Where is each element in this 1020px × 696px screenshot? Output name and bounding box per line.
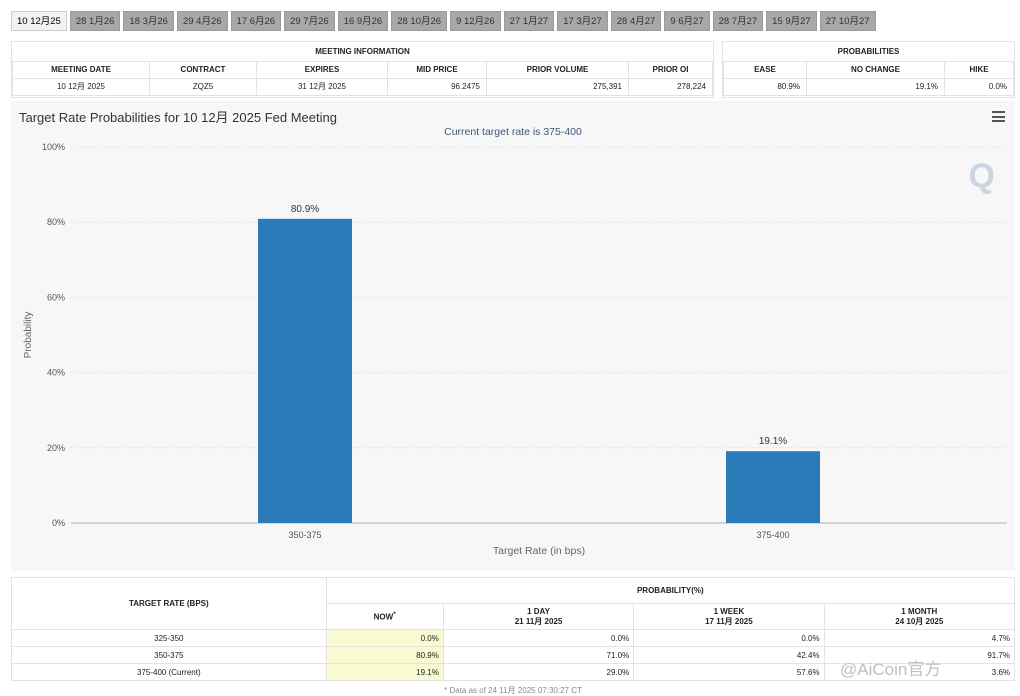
- meeting-tabs: 10 12月25 28 1月26 18 3月26 29 4月26 17 6月26 29 7…: [11, 11, 876, 31]
- y-tick-label: 80%: [47, 217, 65, 227]
- meeting-tab[interactable]: 28 4月27: [610, 11, 662, 31]
- probability-cell: 0.0%: [442, 629, 635, 647]
- probability-cell: 57.6%: [633, 663, 825, 681]
- meeting-tab[interactable]: 18 3月26: [123, 11, 174, 31]
- expires-value: 31 12月 2025: [256, 77, 388, 96]
- col-date: 24 10月 2025: [895, 616, 944, 626]
- chart-subtitle: Current target rate is 375-400: [444, 126, 582, 138]
- target-rate-cell: 350-375: [11, 646, 327, 664]
- chart-container: Target Rate Probabilities for 10 12月 202…: [11, 101, 1015, 571]
- chart-title: Target Rate Probabilities for 10 12月 202…: [19, 110, 337, 125]
- meeting-information-panel: MEETING INFORMATION MEETING DATE CONTRAC…: [11, 41, 714, 98]
- y-tick-label: 60%: [47, 292, 65, 302]
- meeting-tab[interactable]: 29 4月26: [176, 11, 228, 31]
- meeting-tab[interactable]: 29 7月26: [284, 11, 335, 31]
- meeting-tab[interactable]: 17 6月26: [230, 11, 282, 31]
- meeting-tab[interactable]: 9 6月27: [664, 11, 710, 31]
- header-ease: EASE: [723, 60, 807, 79]
- meeting-tab[interactable]: 28 1月26: [69, 11, 121, 31]
- bar-data-label: 19.1%: [759, 436, 787, 447]
- hike-value: 0.0%: [944, 77, 1014, 96]
- meeting-date-value: 10 12月 2025: [12, 77, 150, 96]
- bar-chart: 0% 20% 40% 60% 80% 100% Probability Target Rate…: [23, 142, 1007, 557]
- header-hike: HIKE: [944, 60, 1014, 79]
- probability-col-header: 1 WEEK 17 11月 2025: [633, 603, 825, 630]
- probability-cell: 71.0%: [442, 646, 635, 664]
- col-label: 1 WEEK: [713, 606, 745, 616]
- meeting-tab[interactable]: 9 12月26: [450, 11, 501, 31]
- y-tick-label: 40%: [47, 368, 65, 378]
- header-prior-oi: PRIOR OI: [628, 60, 713, 79]
- probability-col-header: NOW*: [325, 603, 444, 630]
- col-footnote-marker: *: [393, 611, 396, 619]
- meeting-tab[interactable]: 28 10月26: [391, 11, 448, 31]
- table-row: 325-350 0.0% 0.0% 0.0% 4.7%: [11, 629, 1016, 647]
- y-tick-label: 20%: [47, 443, 65, 453]
- prior-volume-value: 275,391: [486, 77, 629, 96]
- meeting-tab[interactable]: 10 12月25: [11, 11, 67, 31]
- meeting-tab[interactable]: 27 10月27: [819, 11, 876, 31]
- probability-cell: 19.1%: [325, 663, 444, 681]
- chart-menu-icon[interactable]: [992, 111, 1005, 122]
- meeting-tab[interactable]: 15 9月27: [766, 11, 817, 31]
- header-prior-volume: PRIOR VOLUME: [486, 60, 629, 79]
- target-rate-cell: 325-350: [11, 629, 327, 647]
- header-mid-price: MID PRICE: [387, 60, 487, 79]
- probability-table-panel: TARGET RATE (BPS) PROBABILITY(%) NOW* 1 D…: [11, 577, 1016, 695]
- meeting-tab[interactable]: 16 9月26: [337, 11, 389, 31]
- ease-value: 80.9%: [723, 77, 807, 96]
- prior-oi-value: 278,224: [628, 77, 713, 96]
- probability-group-header: PROBABILITY(%): [325, 577, 1016, 604]
- probabilities-panel: PROBABILITIES EASE NO CHANGE HIKE 80.9% …: [722, 41, 1015, 98]
- probabilities-table: PROBABILITIES EASE NO CHANGE HIKE 80.9% …: [723, 42, 1014, 96]
- col-date: 17 11月 2025: [705, 616, 753, 626]
- x-axis-label: Target Rate (in bps): [493, 545, 585, 557]
- bar-350-375: [258, 218, 352, 523]
- probability-cell: 0.0%: [633, 629, 825, 647]
- meeting-tab[interactable]: 17 3月27: [557, 11, 608, 31]
- meeting-tab[interactable]: 28 7月27: [712, 11, 764, 31]
- col-label: NOW: [373, 612, 394, 622]
- target-rate-header: TARGET RATE (BPS): [11, 577, 327, 630]
- meeting-information-title: MEETING INFORMATION: [315, 46, 410, 56]
- y-tick-label: 100%: [42, 142, 65, 152]
- bar-375-400: [726, 451, 820, 523]
- contract-value: ZQZ5: [149, 77, 257, 96]
- probability-cell: 29.0%: [442, 663, 635, 681]
- col-label: 1 DAY: [527, 606, 550, 616]
- x-tick-label: 375-400: [756, 530, 789, 540]
- table-row: 375-400 (Current) 19.1% 29.0% 57.6% 3.6%: [11, 663, 1016, 681]
- probability-col-header: 1 MONTH 24 10月 2025: [823, 603, 1016, 630]
- probability-cell: 4.7%: [823, 629, 1016, 647]
- probability-cell: 80.9%: [325, 646, 444, 664]
- probability-cell: 0.0%: [325, 629, 444, 647]
- probability-cell: 3.6%: [823, 663, 1016, 681]
- bar-data-label: 80.9%: [291, 204, 319, 215]
- meeting-information-table: MEETING INFORMATION MEETING DATE CONTRAC…: [12, 42, 713, 96]
- watermark: @AiCoin官方: [840, 660, 942, 679]
- target-rate-cell: 375-400 (Current): [11, 663, 327, 681]
- data-timestamp-note: * Data as of 24 11月 2025 07:30:27 CT: [444, 686, 582, 695]
- header-contract: CONTRACT: [149, 60, 257, 79]
- col-label: 1 MONTH: [901, 606, 938, 616]
- probability-cell: 42.4%: [633, 646, 825, 664]
- y-axis-label: Probability: [23, 312, 34, 359]
- quikstrike-logo-icon: Q: [968, 157, 995, 195]
- y-tick-label: 0%: [52, 518, 65, 528]
- mid-price-value: 96.2475: [387, 77, 487, 96]
- meeting-tab[interactable]: 27 1月27: [503, 11, 555, 31]
- header-meeting-date: MEETING DATE: [12, 60, 150, 79]
- probabilities-title: PROBABILITIES: [837, 46, 900, 56]
- header-expires: EXPIRES: [256, 60, 388, 79]
- probability-col-header: 1 DAY 21 11月 2025: [442, 603, 635, 630]
- col-date: 21 11月 2025: [514, 616, 563, 626]
- no-change-value: 19.1%: [806, 77, 945, 96]
- x-tick-label: 350-375: [288, 530, 321, 540]
- header-no-change: NO CHANGE: [806, 60, 945, 79]
- probability-table: TARGET RATE (BPS) PROBABILITY(%) NOW* 1 D…: [11, 577, 1016, 681]
